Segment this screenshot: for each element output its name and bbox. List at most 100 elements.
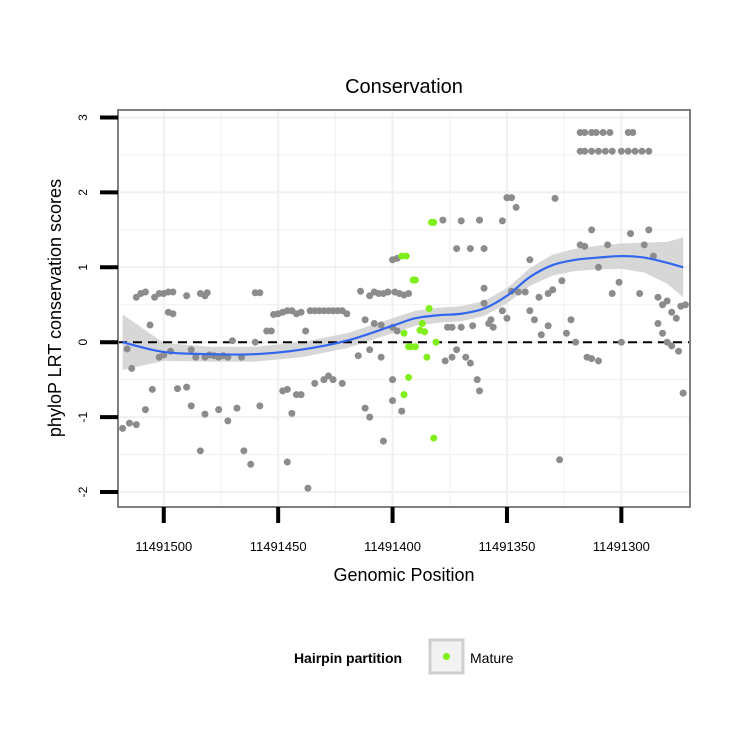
data-point-other xyxy=(581,147,589,155)
data-point-other xyxy=(393,327,401,335)
data-point-other xyxy=(480,299,488,307)
data-point-other xyxy=(508,194,516,202)
y-tick-label: 1 xyxy=(76,264,90,271)
data-point-mature xyxy=(405,343,413,351)
y-tick-label: -1 xyxy=(76,411,90,422)
legend-key-mature-icon xyxy=(443,653,450,660)
data-point-other xyxy=(498,307,506,315)
data-point-mature xyxy=(402,252,410,260)
y-tick-label: -2 xyxy=(76,486,90,497)
x-tick-label: 11491400 xyxy=(364,539,421,554)
data-point-other xyxy=(476,216,484,224)
data-point-mature xyxy=(411,343,419,351)
data-point-mature xyxy=(425,305,433,312)
data-point-other xyxy=(405,290,413,298)
data-point-other xyxy=(169,310,177,318)
data-point-other xyxy=(654,319,662,327)
data-point-other xyxy=(549,286,557,294)
data-point-other xyxy=(441,357,449,365)
data-point-other xyxy=(389,376,397,384)
data-point-other xyxy=(224,417,232,425)
smooth-line-layer xyxy=(122,254,684,356)
data-point-other xyxy=(601,147,609,155)
data-point-other xyxy=(398,407,406,415)
data-point-other xyxy=(329,376,337,384)
y-axis-title: phyloP LRT conservation scores xyxy=(45,179,65,437)
data-point-other xyxy=(679,389,687,397)
data-point-other xyxy=(681,301,689,309)
data-point-other xyxy=(141,406,149,414)
data-point-other xyxy=(551,194,559,202)
data-point-other xyxy=(594,147,602,155)
data-point-other xyxy=(615,278,623,286)
data-point-other xyxy=(638,147,646,155)
data-point-other xyxy=(537,331,545,339)
data-point-other xyxy=(659,329,667,337)
data-point-other xyxy=(594,357,602,365)
data-point-other xyxy=(608,147,616,155)
axes-layer: -2 -1 0 1 2 3 11491500 11491450 11491400 11491350… xyxy=(76,114,650,554)
legend-label-mature: Mature xyxy=(470,650,514,666)
data-point-other xyxy=(379,437,387,445)
data-point-mature xyxy=(430,218,438,226)
data-point-mature xyxy=(400,329,408,337)
data-point-other xyxy=(480,284,488,292)
data-point-other xyxy=(608,290,616,298)
data-point-other xyxy=(462,353,470,361)
data-point-other xyxy=(311,379,319,387)
data-point-other xyxy=(544,322,552,330)
grid-layer xyxy=(118,110,690,507)
data-point-other xyxy=(361,316,369,324)
data-point-other xyxy=(132,421,140,429)
data-point-other xyxy=(183,292,191,300)
data-point-other xyxy=(476,387,484,395)
x-axis-title: Genomic Position xyxy=(333,565,474,585)
data-point-other xyxy=(267,327,275,335)
data-point-other xyxy=(556,456,564,464)
data-point-other xyxy=(469,322,477,330)
data-point-other xyxy=(675,347,683,355)
data-point-other xyxy=(343,310,351,318)
data-point-other xyxy=(636,290,644,298)
mature-points-layer xyxy=(398,218,440,442)
data-point-other xyxy=(668,342,676,350)
data-point-other xyxy=(572,338,580,346)
data-point-other xyxy=(627,230,635,238)
data-point-other xyxy=(649,252,657,260)
chart-title: Conservation xyxy=(345,76,463,98)
data-point-mature xyxy=(418,319,426,327)
data-point-other xyxy=(384,288,392,296)
data-point-other xyxy=(606,128,614,136)
data-point-other xyxy=(457,217,465,225)
data-point-other xyxy=(377,321,385,329)
data-point-other xyxy=(366,413,374,421)
data-point-other xyxy=(453,245,461,253)
data-point-other xyxy=(228,337,236,345)
data-point-other xyxy=(297,308,305,316)
data-point-other xyxy=(558,277,566,285)
data-point-other xyxy=(377,353,385,361)
data-point-other xyxy=(192,353,200,361)
data-point-other xyxy=(215,406,223,414)
data-point-other xyxy=(283,385,291,393)
data-point-other xyxy=(366,346,374,354)
data-point-other xyxy=(629,128,637,136)
data-point-other xyxy=(489,323,497,331)
data-point-other xyxy=(588,355,596,363)
data-point-other xyxy=(581,242,589,250)
data-point-other xyxy=(448,353,456,361)
data-point-other xyxy=(624,147,632,155)
data-point-other xyxy=(466,359,474,367)
data-point-other xyxy=(562,329,570,337)
data-point-mature xyxy=(421,328,429,336)
data-point-other xyxy=(512,203,520,211)
data-point-other xyxy=(514,288,522,296)
data-point-other xyxy=(617,338,625,346)
data-point-other xyxy=(370,319,378,327)
x-tick-label: 11491350 xyxy=(479,539,536,554)
data-point-other xyxy=(581,128,589,136)
data-point-other xyxy=(389,397,397,405)
data-point-other xyxy=(567,316,575,324)
data-point-other xyxy=(631,147,639,155)
